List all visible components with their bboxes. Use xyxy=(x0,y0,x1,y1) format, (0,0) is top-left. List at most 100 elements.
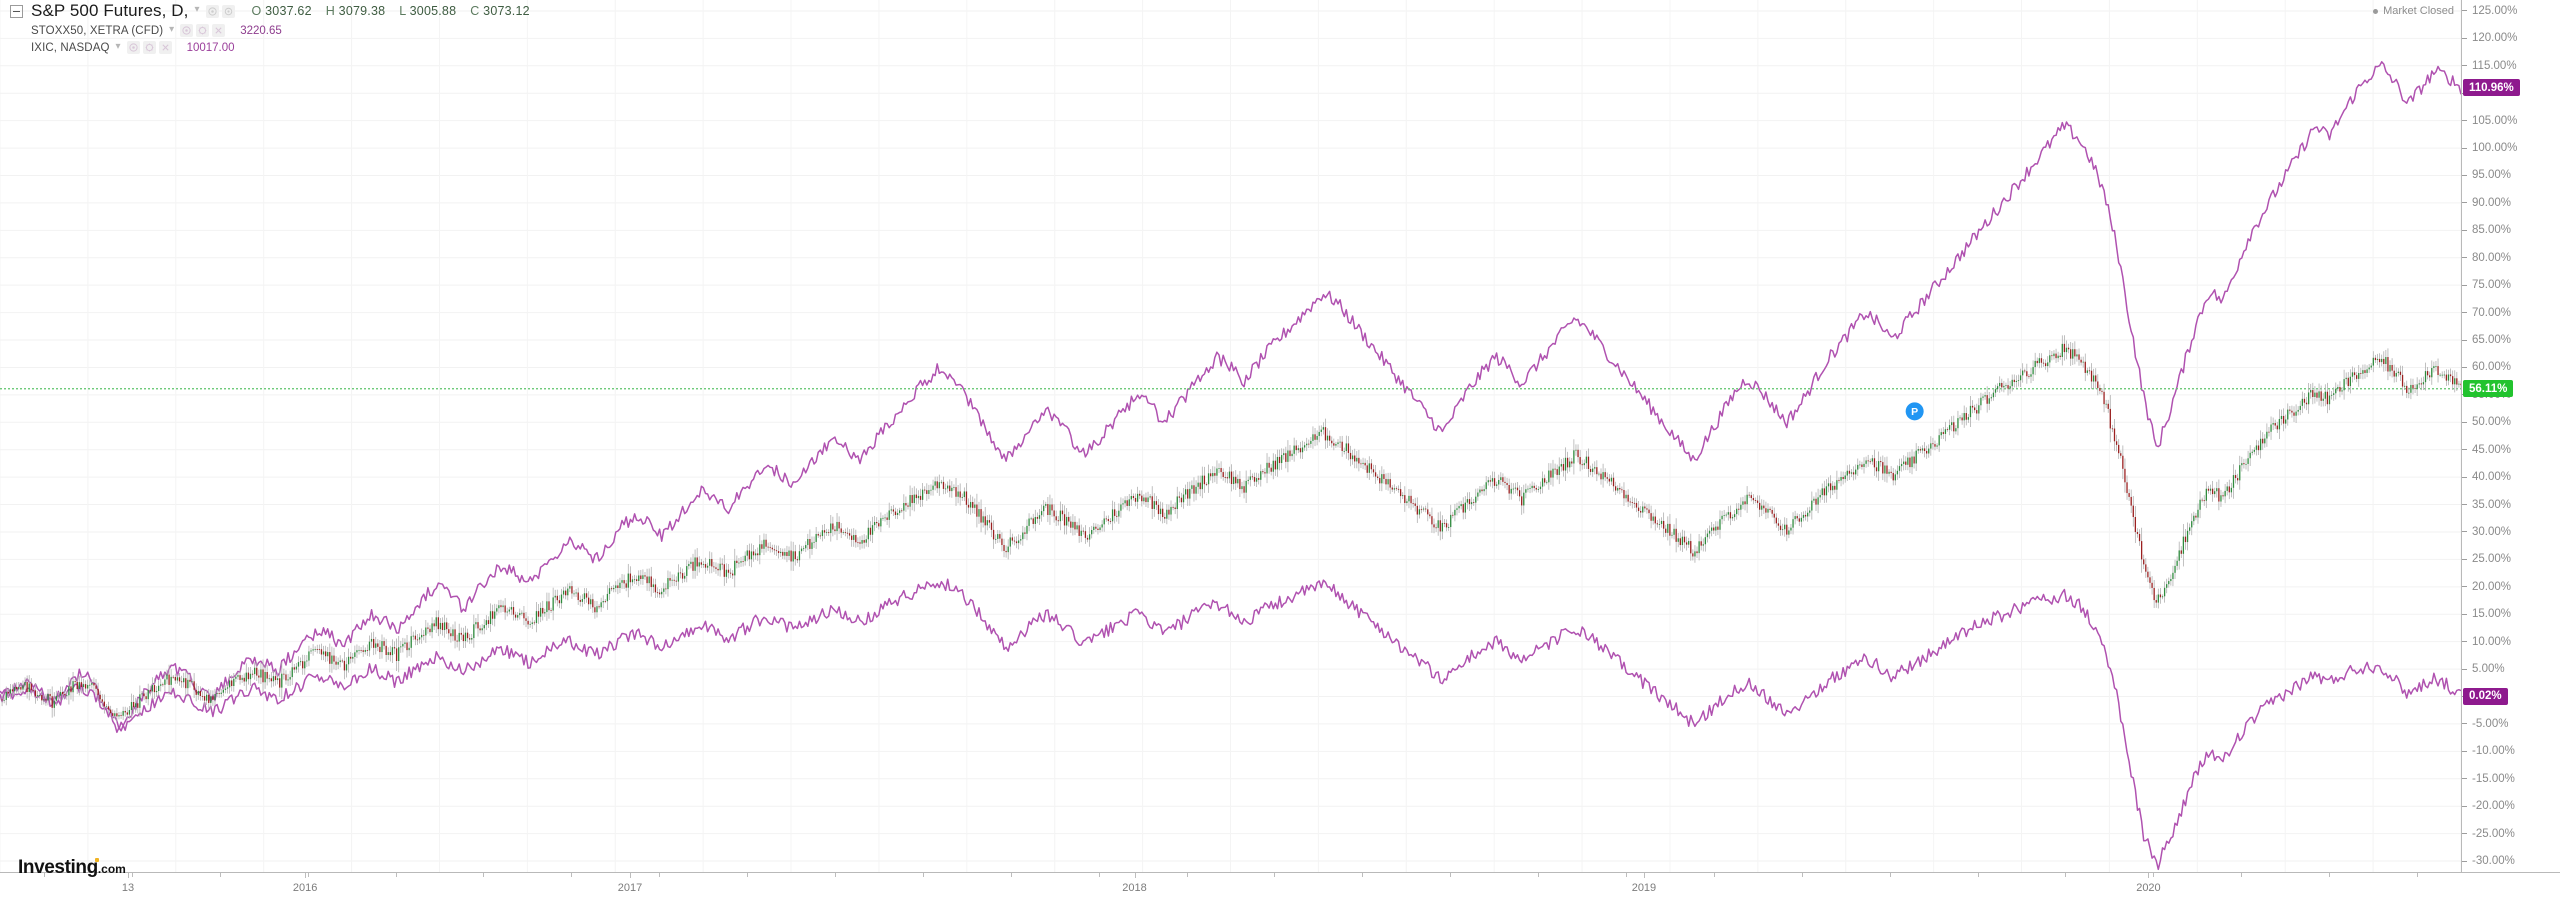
legend-row-primary[interactable]: S&P 500 Futures, D, ▾ S&P 500 FuturesO 3… xyxy=(10,0,2560,22)
price-axis-tick: 5.00% xyxy=(2462,662,2505,676)
symbol-label-nasdaq[interactable]: IXIC, NASDAQ xyxy=(31,41,110,54)
legend-row-nasdaq[interactable]: IXIC, NASDAQ ▾ 10017.00 xyxy=(10,39,2560,56)
visibility-icon[interactable] xyxy=(180,24,194,37)
price-axis-tick-label: 10.00% xyxy=(2472,635,2512,648)
price-axis-tick-label: 90.00% xyxy=(2472,196,2512,209)
price-axis-tick-label: 125.00% xyxy=(2472,4,2518,17)
price-badge[interactable]: 110.96% xyxy=(2463,79,2520,97)
time-axis-minor-tick xyxy=(307,873,309,877)
tick-dash xyxy=(2462,147,2467,149)
time-axis-minor-tick xyxy=(2417,873,2419,877)
price-axis-tick-label: 65.00% xyxy=(2472,334,2512,347)
tick-dash xyxy=(2462,531,2467,533)
price-axis-tick-label: 100.00% xyxy=(2472,142,2518,155)
tick-dash xyxy=(2462,284,2467,286)
settings-icon[interactable] xyxy=(196,24,210,37)
tick-dash xyxy=(2462,723,2467,725)
price-axis-tick-label: 60.00% xyxy=(2472,361,2512,374)
price-badge[interactable]: 56.11% xyxy=(2463,380,2514,398)
price-badge[interactable]: 0.02% xyxy=(2463,687,2508,705)
time-axis-minor-tick xyxy=(1977,873,1979,877)
open-label: O xyxy=(251,4,262,18)
close-value: 3073.12 xyxy=(483,4,530,18)
minus-box-icon[interactable] xyxy=(10,4,23,18)
tick-dash xyxy=(2462,641,2467,643)
time-axis-tick-label: 2020 xyxy=(2136,882,2161,894)
time-axis[interactable]: 13 2016 2017 2018 2019 2020 xyxy=(0,872,2560,903)
tick-dash xyxy=(2462,668,2467,670)
logo-suffix: .com xyxy=(97,862,126,876)
price-axis-tick-label: 85.00% xyxy=(2472,224,2512,237)
tick-dash xyxy=(2462,366,2467,368)
visibility-icon[interactable] xyxy=(205,4,219,18)
time-axis-tick xyxy=(127,873,129,878)
price-axis-tick-label: 35.00% xyxy=(2472,498,2512,511)
open-value: 3037.62 xyxy=(265,4,312,18)
price-axis-tick-label: -20.00% xyxy=(2472,800,2515,813)
settings-icon[interactable] xyxy=(221,4,235,18)
price-axis-tick: 35.00% xyxy=(2462,498,2511,512)
price-axis-tick: -5.00% xyxy=(2462,717,2508,731)
tick-dash xyxy=(2462,339,2467,341)
chevron-down-icon[interactable]: ▾ xyxy=(194,4,200,15)
time-axis-tick-label: 2016 xyxy=(292,882,318,894)
price-axis-tick-label: 25.00% xyxy=(2472,553,2512,566)
price-axis-tick: 10.00% xyxy=(2462,635,2511,649)
symbol-title[interactable]: S&P 500 Futures, D, xyxy=(31,1,189,20)
chart-annotation-marker[interactable]: P xyxy=(1905,402,1924,421)
price-axis-tick-label: 80.00% xyxy=(2472,251,2512,264)
symbol-label-stoxx50[interactable]: STOXX50, XETRA (CFD) xyxy=(31,24,164,37)
price-axis-tick: -15.00% xyxy=(2462,772,2515,786)
tick-dash xyxy=(2462,778,2467,780)
price-axis-tick-label: 115.00% xyxy=(2472,59,2517,72)
price-axis-tick-label: 45.00% xyxy=(2472,443,2512,456)
visibility-icon[interactable] xyxy=(126,41,140,54)
time-axis-minor-tick xyxy=(2329,873,2331,877)
time-axis-tick xyxy=(1134,873,1136,878)
time-axis-minor-tick xyxy=(43,873,45,877)
time-axis-minor-tick xyxy=(1626,873,1628,877)
tick-dash xyxy=(2462,65,2467,67)
stoxx50-value: 3220.65 xyxy=(240,24,282,37)
time-axis-minor-tick xyxy=(395,873,397,877)
time-axis-minor-tick xyxy=(922,873,924,877)
price-axis-tick: 60.00% xyxy=(2462,360,2511,374)
time-axis-minor-tick xyxy=(1889,873,1891,877)
tick-dash xyxy=(2462,476,2467,478)
close-icon[interactable] xyxy=(212,24,226,37)
price-axis-tick: 80.00% xyxy=(2462,251,2511,265)
close-label: C xyxy=(470,4,480,18)
tick-dash xyxy=(2462,421,2467,423)
series-line-nasdaq xyxy=(0,61,2461,730)
price-axis-tick-label: -10.00% xyxy=(2472,745,2515,758)
chart-plot-area[interactable]: P xyxy=(0,0,2461,872)
time-axis-minor-tick xyxy=(1450,873,1452,877)
tick-dash xyxy=(2462,558,2467,560)
chevron-down-icon[interactable]: ▾ xyxy=(169,23,175,35)
time-axis-minor-tick xyxy=(1362,873,1364,877)
price-axis[interactable]: 125.00%120.00%115.00%110.00%105.00%100.0… xyxy=(2461,0,2560,872)
close-icon[interactable] xyxy=(158,41,172,54)
logo-dot-icon xyxy=(95,858,99,862)
tick-dash xyxy=(2462,174,2467,176)
tick-dash xyxy=(2462,504,2467,506)
time-axis-minor-tick xyxy=(483,873,485,877)
time-axis-tick xyxy=(630,873,632,878)
logo-text: Investing xyxy=(18,857,98,878)
tick-dash xyxy=(2462,120,2467,122)
price-axis-tick: 75.00% xyxy=(2462,278,2511,292)
price-axis-tick-label: 20.00% xyxy=(2472,580,2512,593)
chevron-down-icon[interactable]: ▾ xyxy=(115,40,121,52)
legend-row-stoxx50[interactable]: STOXX50, XETRA (CFD) ▾ 3220.65 xyxy=(10,22,2560,39)
time-axis-minor-tick xyxy=(1186,873,1188,877)
price-axis-tick-label: -30.00% xyxy=(2472,855,2515,868)
time-axis-tick-label: 13 xyxy=(121,882,135,894)
chart-legend: S&P 500 Futures, D, ▾ S&P 500 FuturesO 3… xyxy=(0,0,2560,56)
nasdaq-value: 10017.00 xyxy=(186,41,235,54)
price-axis-tick-label: -15.00% xyxy=(2472,772,2515,785)
time-axis-minor-tick xyxy=(571,873,573,877)
price-axis-tick: -30.00% xyxy=(2462,854,2515,868)
settings-icon[interactable] xyxy=(142,41,156,54)
price-axis-tick: 30.00% xyxy=(2462,525,2511,539)
